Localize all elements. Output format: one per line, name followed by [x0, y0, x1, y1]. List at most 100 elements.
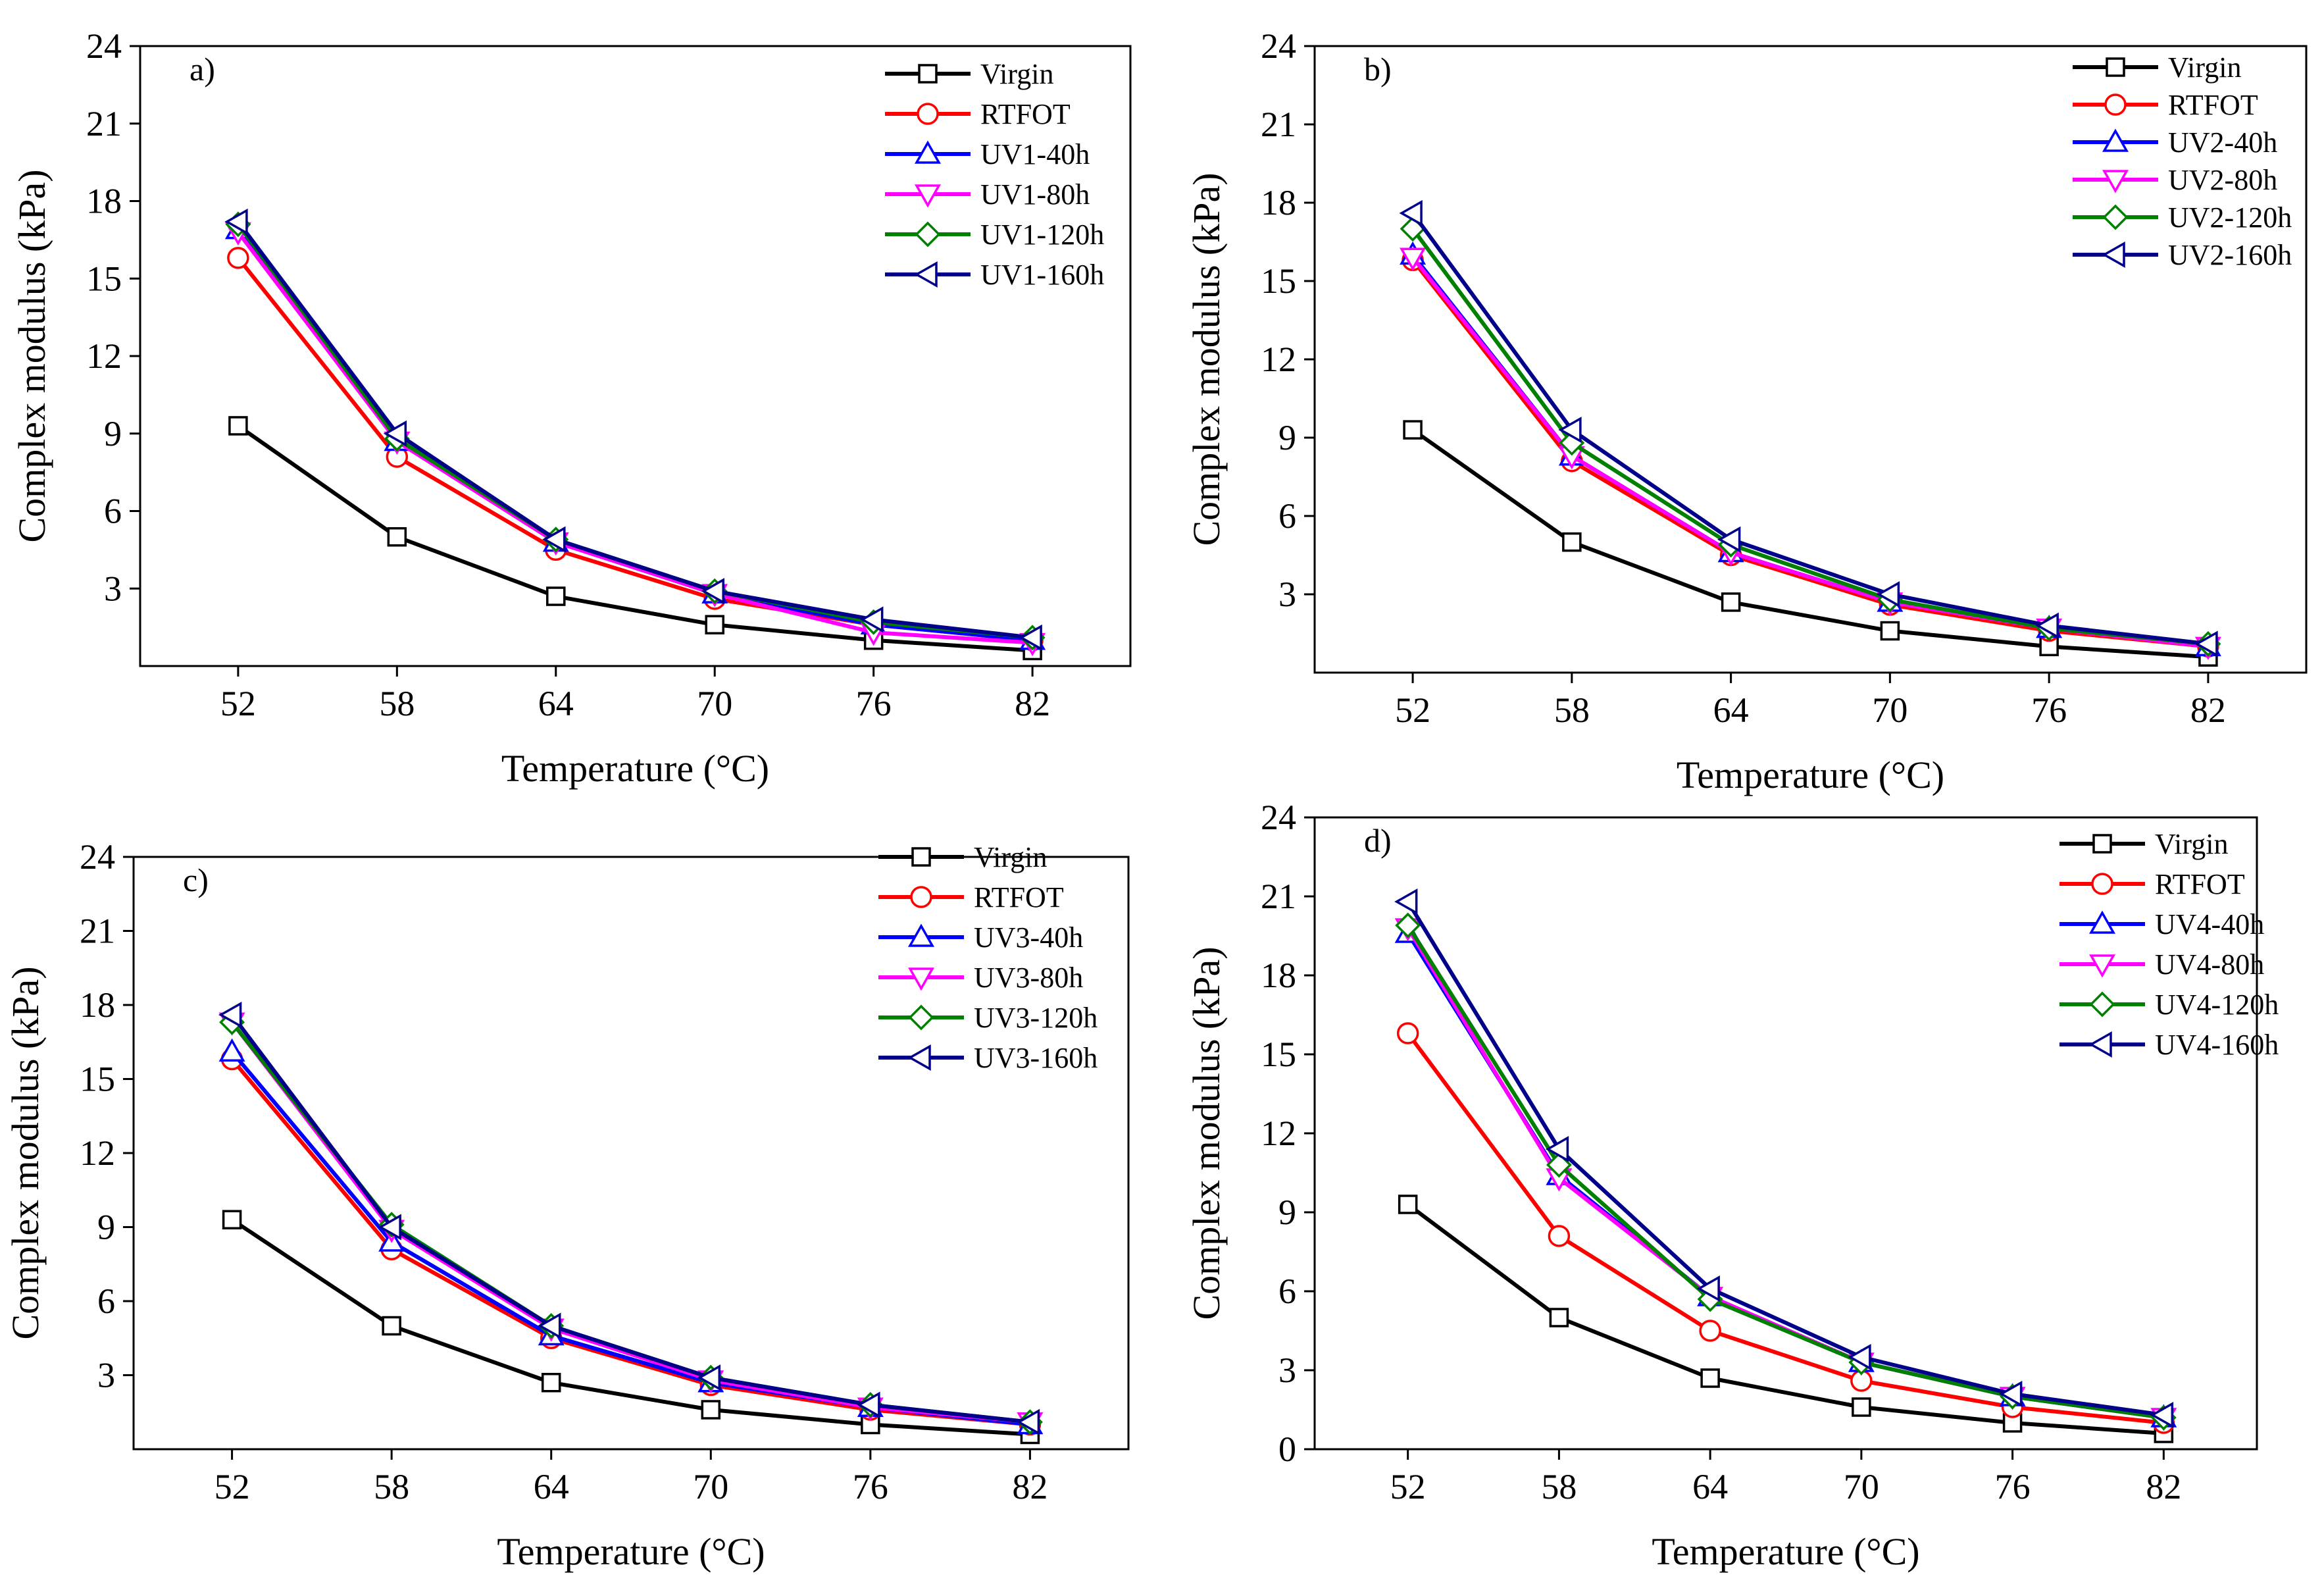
legend-marker [910, 886, 932, 908]
legend-marker [915, 221, 941, 247]
data-point [378, 1214, 401, 1241]
data-point [542, 526, 566, 553]
x-tick-label: 58 [379, 684, 415, 723]
x-tick-label: 64 [538, 684, 574, 723]
data-point [1852, 1397, 1871, 1417]
data-point [1399, 199, 1423, 226]
legend: Virgin RTFOT UV1-40h UV1-80h UV1-120h UV1-160… [885, 58, 1104, 291]
x-tick-label: 76 [856, 684, 892, 723]
legend-marker [907, 967, 935, 991]
panel-b: 52 58 64 70 76 82 3 6 9 12 15 18 21 24 Temperature (°C… [1185, 26, 2308, 796]
legend-label: UV4-80h [2155, 948, 2264, 981]
data-point [2035, 612, 2059, 639]
x-tick-label: 58 [1554, 690, 1590, 730]
data-point [1395, 912, 1421, 938]
series-UV3-80h [218, 1012, 1044, 1436]
data-point [2150, 1401, 2174, 1429]
legend-label: UV2-160h [2168, 239, 2292, 271]
y-tick-label: 9 [104, 414, 122, 453]
panel-label: d) [1364, 822, 1392, 859]
y-tick-label: 24 [1261, 26, 1296, 66]
data-point [1548, 1225, 1571, 1247]
series-Virgin [228, 416, 1042, 661]
legend-marker [907, 1044, 931, 1071]
series-line [1406, 924, 2164, 1420]
y-tick-label: 3 [1278, 1350, 1296, 1390]
legend-marker [2102, 170, 2129, 193]
data-point [1403, 420, 1423, 440]
series-Virgin [222, 1210, 1040, 1445]
y-tick-label: 15 [86, 259, 122, 298]
panel-label: c) [183, 861, 209, 898]
y-tick-label: 18 [1261, 956, 1296, 995]
legend: Virgin RTFOT UV3-40h UV3-80h UV3-120h UV3-160… [878, 841, 1098, 1074]
legend-marker [2089, 991, 2115, 1017]
y-tick-label: 24 [1261, 798, 1296, 837]
y-tick-label: 12 [80, 1133, 115, 1173]
x-axis-title: Temperature (°C) [1652, 1530, 1919, 1573]
y-tick-label: 21 [1261, 877, 1296, 916]
data-point [1400, 247, 1427, 271]
legend-label: Virgin [974, 841, 1047, 873]
series-line [230, 1058, 1030, 1427]
data-point [701, 1400, 721, 1420]
data-point [1396, 1022, 1419, 1044]
y-tick-label: 18 [1261, 183, 1296, 222]
legend-label: RTFOT [980, 98, 1071, 130]
y-tick-label: 3 [104, 569, 122, 608]
data-point [1999, 1380, 2023, 1408]
data-point [701, 578, 724, 605]
data-point [705, 615, 724, 634]
series-line [1411, 253, 2209, 649]
y-tick-label: 15 [80, 1060, 115, 1099]
legend-label: UV2-120h [2168, 201, 2292, 234]
y-tick-label: 24 [80, 837, 115, 877]
x-tick-label: 82 [1012, 1467, 1048, 1506]
y-tick-label: 12 [1261, 1114, 1296, 1153]
x-tick-label: 82 [1015, 684, 1050, 723]
series-line [1406, 932, 2164, 1420]
series-RTFOT [220, 1048, 1042, 1436]
y-axis-title: Complex modulus (kPa) [1185, 946, 1228, 1320]
series-RTFOT [1402, 249, 2219, 658]
panel-a: 52 58 64 70 76 82 3 6 9 12 15 18 21 24 Temperature (°C… [11, 26, 1132, 790]
data-point [1558, 417, 1582, 444]
x-tick-label: 76 [2031, 690, 2067, 730]
legend-label: UV3-80h [974, 962, 1083, 994]
legend: Virgin RTFOT UV4-40h UV4-80h UV4-120h UV4-160… [2059, 828, 2279, 1061]
data-point [218, 1001, 242, 1029]
x-tick-label: 64 [1713, 690, 1749, 730]
y-tick-label: 18 [86, 182, 122, 221]
series-UV4-160h [1394, 888, 2174, 1429]
legend-label: Virgin [2155, 828, 2228, 860]
legend-marker [918, 64, 938, 84]
y-tick-label: 15 [1261, 1035, 1296, 1074]
legend-marker [2088, 954, 2116, 978]
legend-label: UV1-160h [980, 259, 1104, 291]
legend-marker [2088, 910, 2116, 934]
legend-marker [914, 184, 942, 208]
y-axis-title: Complex modulus (kPa) [11, 169, 53, 542]
series-line [236, 228, 1033, 642]
legend-marker [2102, 241, 2125, 269]
x-axis-title: Temperature (°C) [1677, 754, 1944, 796]
legend-label: Virgin [980, 58, 1053, 90]
y-axis-title: Complex modulus (kPa) [1185, 172, 1228, 546]
y-tick-label: 9 [1278, 418, 1296, 457]
x-tick-label: 76 [853, 1467, 888, 1506]
data-point [227, 247, 249, 269]
data-point [387, 527, 407, 547]
series-line [236, 256, 1033, 642]
series-line [1411, 212, 2209, 646]
series-line [1406, 927, 2164, 1420]
legend-marker [2088, 1031, 2112, 1058]
series-line [1411, 259, 2209, 649]
series-RTFOT [1396, 1022, 2175, 1434]
legend-marker [908, 1004, 934, 1031]
series-line [1406, 1202, 2164, 1435]
data-point [1848, 1343, 1871, 1371]
data-point [1880, 621, 1900, 641]
legend-marker [914, 140, 942, 164]
series-UV1-120h [225, 211, 1046, 651]
